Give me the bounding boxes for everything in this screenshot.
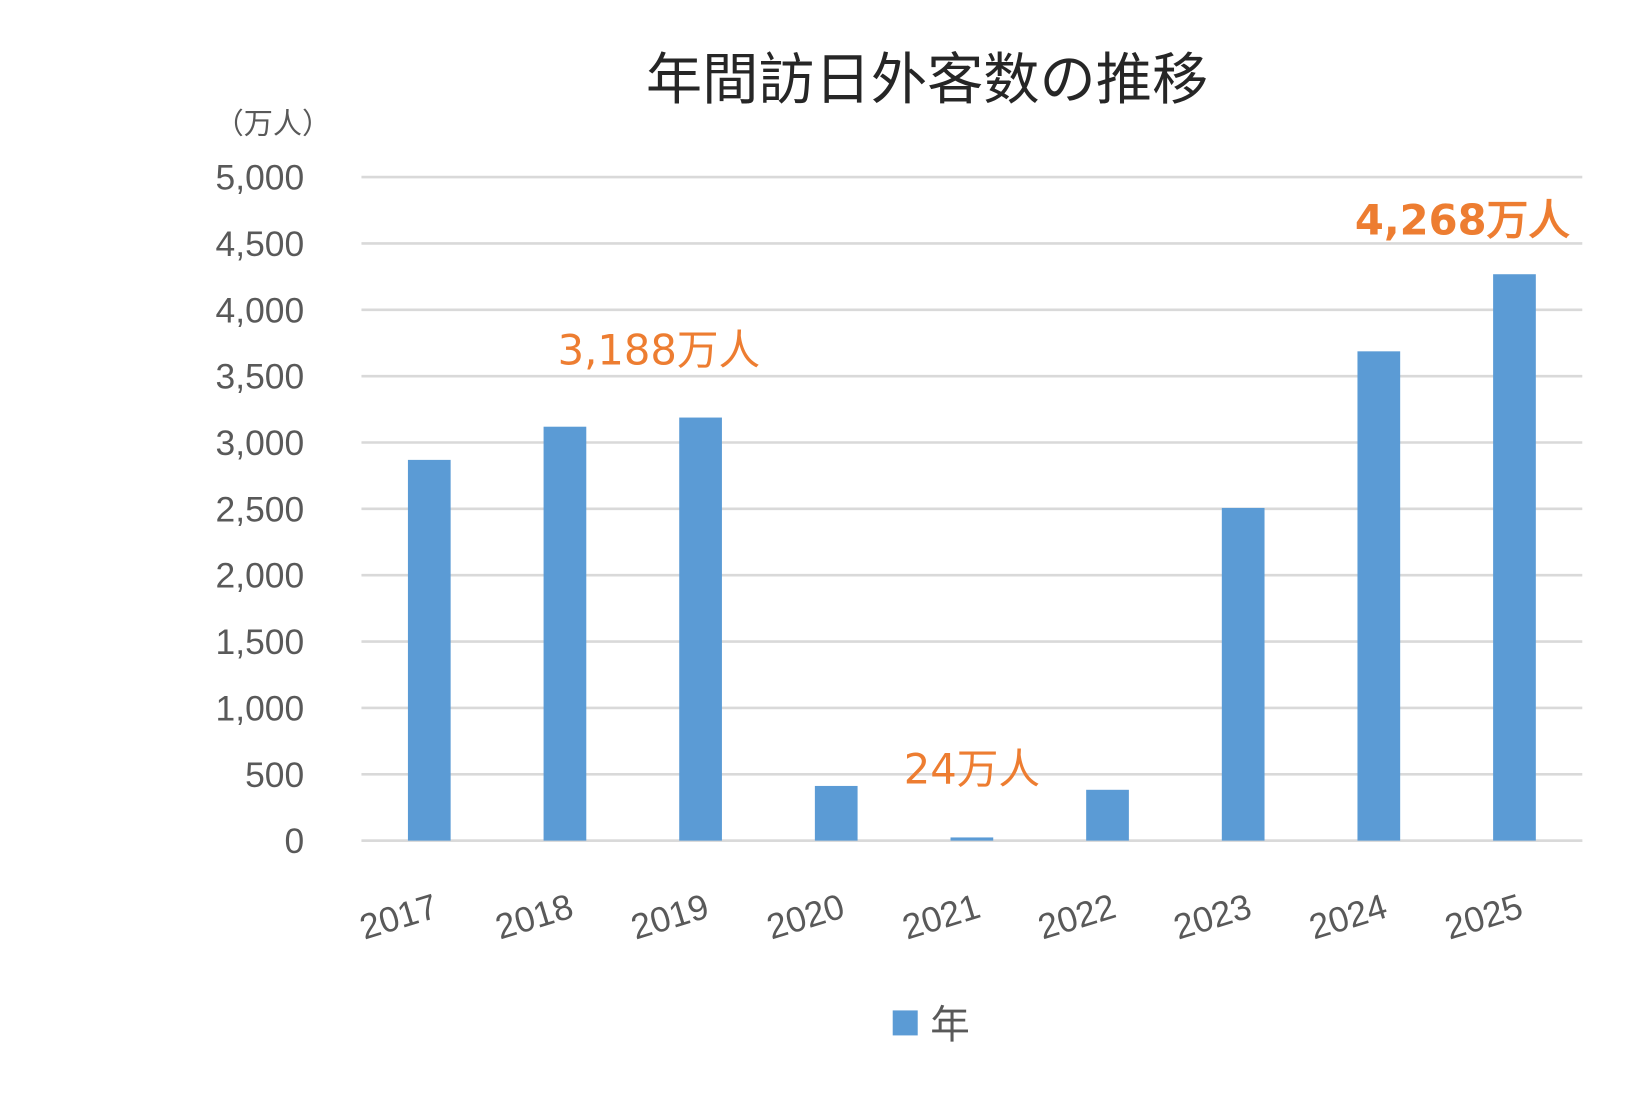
bar-2021 bbox=[950, 837, 994, 841]
bar-2024 bbox=[1357, 351, 1401, 841]
x-tick-label: 2018 bbox=[491, 886, 578, 947]
x-tick-label: 2024 bbox=[1305, 886, 1392, 947]
y-tick-label: 500 bbox=[245, 755, 304, 795]
data-label-annotation: 3,188万人 bbox=[558, 326, 761, 375]
bar-2018 bbox=[543, 426, 587, 841]
y-tick-label: 4,500 bbox=[216, 224, 305, 264]
x-tick-label: 2020 bbox=[762, 886, 849, 947]
bar-2019 bbox=[679, 417, 722, 841]
y-tick-label: 1,500 bbox=[216, 622, 305, 662]
y-tick-label: 0 bbox=[284, 821, 304, 861]
x-tick-label: 2022 bbox=[1033, 886, 1120, 947]
x-tick-label: 2023 bbox=[1169, 886, 1256, 947]
y-tick-label: 4,000 bbox=[216, 290, 305, 330]
legend: 年 bbox=[892, 1003, 970, 1049]
legend-label: 年 bbox=[930, 1003, 970, 1049]
y-tick-label: 5,000 bbox=[216, 158, 305, 198]
y-axis-unit: （万人） bbox=[215, 106, 332, 140]
bar-2017 bbox=[407, 459, 451, 841]
y-tick-label: 3,500 bbox=[216, 357, 305, 397]
chart-title: 年間訪日外客数の推移 bbox=[646, 48, 1208, 113]
data-label-annotation: 4,268万人 bbox=[1355, 195, 1570, 244]
bar-2025 bbox=[1493, 274, 1536, 841]
bar-2023 bbox=[1221, 507, 1265, 841]
x-tick-label: 2019 bbox=[626, 886, 713, 947]
x-tick-label: 2017 bbox=[355, 886, 442, 947]
y-tick-label: 2,000 bbox=[216, 556, 305, 596]
y-tick-label: 1,000 bbox=[216, 688, 305, 728]
data-label-annotation: 24万人 bbox=[904, 744, 1040, 793]
x-tick-label: 2021 bbox=[898, 886, 985, 947]
bar-2022 bbox=[1086, 789, 1129, 841]
x-tick-label: 2025 bbox=[1440, 886, 1527, 947]
legend-swatch bbox=[892, 1010, 918, 1036]
y-tick-label: 3,000 bbox=[216, 423, 305, 463]
y-tick-label: 2,500 bbox=[216, 489, 305, 529]
bar-2020 bbox=[814, 785, 858, 841]
